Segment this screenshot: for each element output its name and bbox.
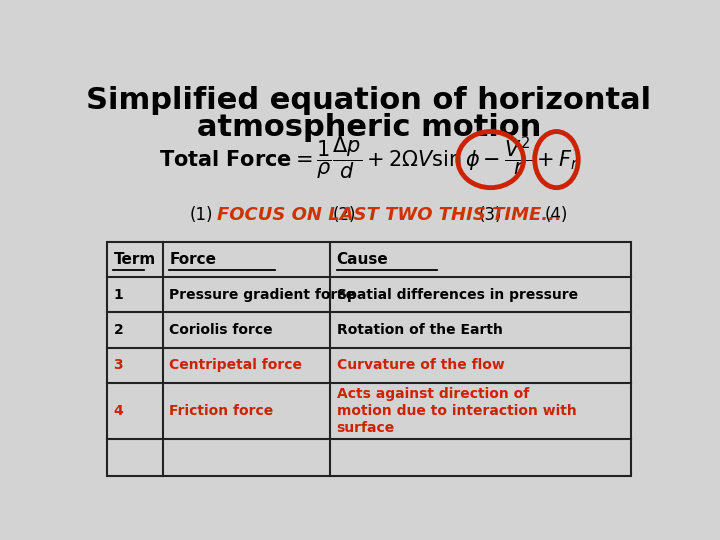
Text: (2): (2) (332, 206, 356, 224)
Text: Rotation of the Earth: Rotation of the Earth (337, 323, 503, 337)
Text: FOCUS ON LAST TWO THIS TIME...: FOCUS ON LAST TWO THIS TIME... (217, 206, 562, 224)
Text: Centripetal force: Centripetal force (169, 358, 302, 372)
Text: Force: Force (169, 252, 216, 267)
Text: 3: 3 (114, 358, 123, 372)
Text: (1): (1) (190, 206, 213, 224)
Bar (107, 241, 631, 476)
Text: Cause: Cause (337, 252, 388, 267)
Text: Term: Term (114, 252, 156, 267)
Text: (3): (3) (479, 206, 503, 224)
Text: (4): (4) (545, 206, 568, 224)
Text: atmospheric motion: atmospheric motion (197, 113, 541, 141)
Text: 1: 1 (114, 287, 123, 301)
Text: Friction force: Friction force (169, 404, 274, 418)
Text: Coriolis force: Coriolis force (169, 323, 273, 337)
Text: Acts against direction of
motion due to interaction with
surface: Acts against direction of motion due to … (337, 387, 577, 435)
Text: $\mathbf{Total\ Force} = \dfrac{1}{\rho}\dfrac{\Delta p}{d}+ 2\Omega V \sin\phi : $\mathbf{Total\ Force} = \dfrac{1}{\rho}… (159, 134, 579, 182)
Text: Simplified equation of horizontal: Simplified equation of horizontal (86, 85, 652, 114)
Text: Curvature of the flow: Curvature of the flow (337, 358, 505, 372)
Text: Pressure gradient force: Pressure gradient force (169, 287, 356, 301)
Text: Spatial differences in pressure: Spatial differences in pressure (337, 287, 577, 301)
Text: 2: 2 (114, 323, 123, 337)
Text: 4: 4 (114, 404, 123, 418)
